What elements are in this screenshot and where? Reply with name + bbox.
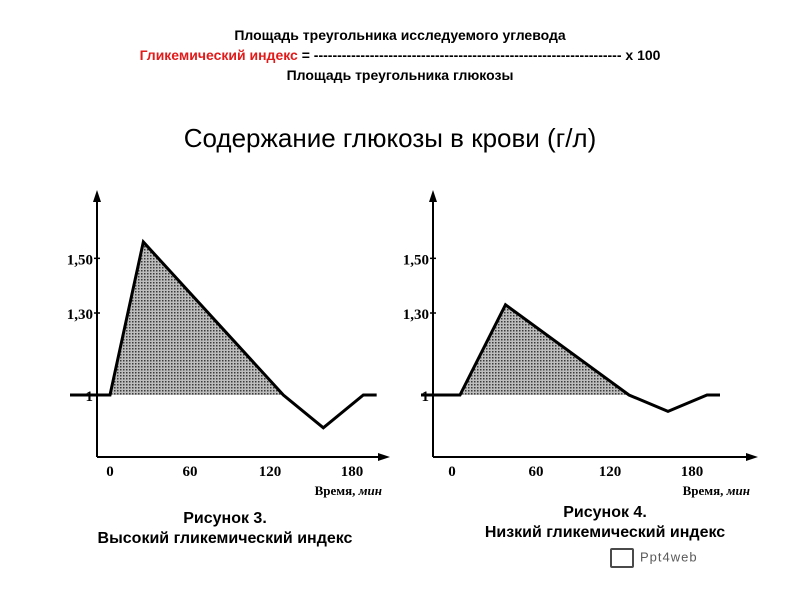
formula-equals-row: Гликемический индекс = -----------------… [0,45,800,65]
x-tick-label: 180 [341,464,364,480]
formula-numerator: Площадь треугольника исследуемого углево… [234,27,566,43]
x-tick-label: 0 [106,464,114,480]
watermark: Ppt4web [610,548,698,568]
figure-4-caption: Рисунок 4. Низкий гликемический индекс [420,503,790,543]
x-tick-label: 60 [183,464,198,480]
glycemic-index-label: Гликемический индекс [139,47,298,63]
figure-3-description: Высокий гликемический индекс [97,530,353,547]
figure-4-number: Рисунок 4. [563,504,647,521]
glucose-area-fill [460,304,720,395]
glucose-curve [421,302,720,414]
y-tick-label: 1,30 [67,307,93,323]
fraction-line: = --------------------------------------… [297,47,661,63]
y-tick-label: 1,50 [403,252,429,268]
x-tick-label: 120 [599,464,622,480]
figure-4-description: Низкий гликемический индекс [484,524,726,541]
figure-3-caption: Рисунок 3. Высокий гликемический индекс [40,509,410,549]
presentation-board-icon [610,548,634,568]
x-axis-label: Время, мин [683,483,750,498]
chart-2: 1 1,30 1,50 0 60 120 180 Время, мин [403,190,758,498]
y-tick-label: 1,30 [403,307,429,323]
figure-3-number: Рисунок 3. [183,510,267,527]
y-axis-arrow [93,190,101,202]
chart-main-title: Содержание глюкозы в крови (г/л) [183,123,597,153]
glucose-curve [70,238,377,430]
x-tick-label: 0 [448,464,456,480]
watermark-text: Ppt4web [640,549,698,565]
y-tick-label: 1,50 [67,252,93,268]
y-tick-label: 1 [86,389,94,405]
y-axis-arrow [429,190,437,202]
gi-formula: Площадь треугольника исследуемого углево… [0,25,800,85]
formula-denominator: Площадь треугольника глюкозы [286,67,514,83]
y-tick-label: 1 [422,389,430,405]
x-tick-label: 120 [259,464,282,480]
x-tick-label: 60 [529,464,544,480]
x-axis-arrow [378,453,390,461]
x-axis-arrow [746,453,758,461]
glucose-area-fill [110,241,377,395]
x-tick-label: 180 [681,464,704,480]
chart-1: 1 1,30 1,50 0 60 120 180 Время, мин [67,190,390,498]
x-axis-label: Время, мин [315,483,382,498]
